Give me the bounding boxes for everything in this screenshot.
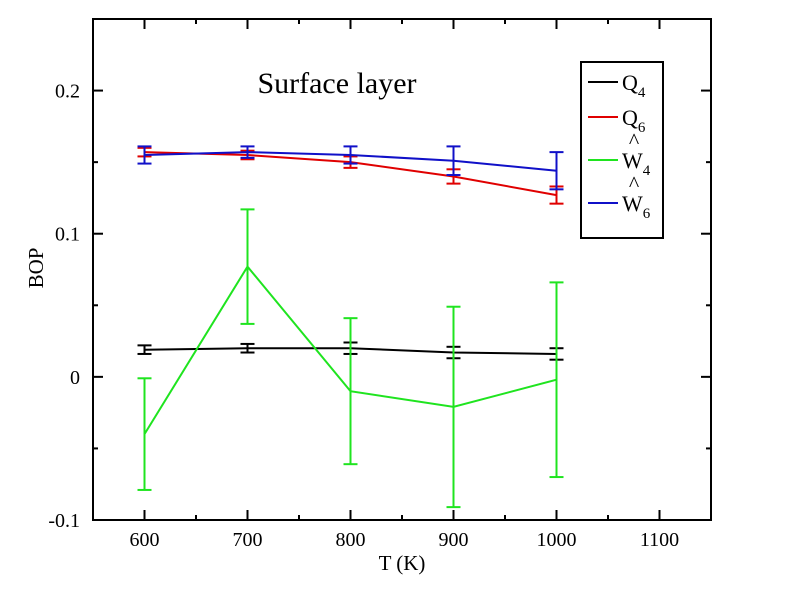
legend-box (580, 61, 664, 239)
x-tick-label: 800 (336, 529, 366, 551)
x-axis-label: T (K) (379, 551, 426, 575)
legend-label: W6 (622, 191, 651, 222)
series-w4 (137, 208, 564, 509)
x-tick-label: 900 (439, 529, 469, 551)
y-tick-label: 0.2 (55, 81, 80, 103)
y-tick-label: 0.1 (55, 224, 80, 246)
x-tick-label: 1100 (640, 529, 679, 551)
legend-label: Q6 (622, 105, 646, 136)
y-tick-label: -0.1 (48, 510, 80, 532)
x-tick-label: 700 (233, 529, 263, 551)
legend-label: W4 (622, 148, 651, 179)
legend-label: Q4 (622, 70, 646, 101)
series-group (137, 145, 564, 509)
legend-hat: ^ (629, 128, 640, 153)
legend-hat: ^ (629, 171, 640, 196)
chart-title: Surface layer (257, 67, 416, 100)
x-tick-label: 600 (130, 529, 160, 551)
series-line (144, 151, 557, 172)
y-axis-label: BOP (24, 248, 48, 289)
axis-ticks: 600 700 800 900 1000 1100 -0.1 0 0.1 0.2 (48, 19, 711, 551)
x-tick-label: 1000 (537, 529, 577, 551)
series-w6 (137, 145, 564, 191)
y-tick-label: 0 (70, 367, 80, 389)
series-line (143, 264, 557, 435)
